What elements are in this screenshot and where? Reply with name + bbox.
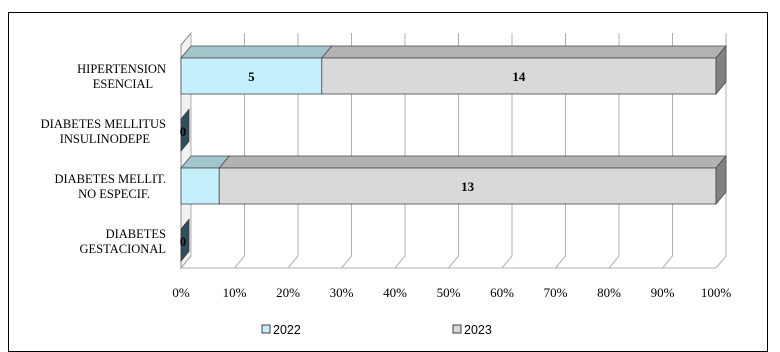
gridline — [715, 33, 727, 269]
legend: 2022 2023 — [261, 323, 492, 337]
category-label: DIABETES MELLIT. NO ESPECIF. — [54, 172, 166, 201]
legend-swatch — [261, 324, 271, 334]
legend-label: 2023 — [464, 323, 492, 337]
data-labels: 5 14 0 13 0 — [180, 69, 526, 249]
x-tick-label: 70% — [544, 285, 568, 300]
x-tick-label: 90% — [651, 285, 675, 300]
gridline — [555, 33, 566, 269]
gridline — [662, 33, 673, 269]
x-tick-label: 0% — [172, 285, 190, 300]
legend-item-2022: 2022 — [261, 323, 301, 337]
gridline — [448, 33, 459, 269]
category-label: HIPERTENSION ESENCIAL — [77, 62, 166, 91]
data-label: 0 — [180, 234, 187, 249]
category-label: DIABETES GESTACIONAL — [80, 227, 167, 256]
bar-empty-3 — [180, 218, 190, 263]
x-axis-tick-labels: 0% 10% 20% 30% 40% 50% 60% 70% 80% 90% 100% — [172, 285, 731, 300]
gridline — [287, 33, 299, 269]
gridlines — [180, 33, 727, 269]
x-tick-label: 20% — [276, 285, 300, 300]
x-tick-label: 40% — [383, 285, 407, 300]
gridline — [501, 33, 513, 269]
x-tick-label: 30% — [330, 285, 354, 300]
data-label: 5 — [248, 69, 255, 84]
gridline — [394, 33, 406, 269]
bars — [180, 44, 727, 263]
bar-segment-2023-2 — [218, 154, 727, 206]
data-label: 14 — [512, 69, 526, 84]
gridline — [341, 33, 352, 269]
bar-empty-1 — [180, 108, 190, 153]
gridline — [234, 33, 245, 269]
data-label: 0 — [180, 124, 187, 139]
legend-swatch — [452, 324, 462, 334]
x-tick-label: 10% — [223, 285, 247, 300]
data-label: 13 — [461, 179, 475, 194]
category-labels: HIPERTENSION ESENCIAL DIABETES MELLITUS INS… — [41, 62, 166, 256]
bar-segment-2022-0 — [180, 45, 333, 95]
gridline — [180, 33, 192, 269]
gridline — [608, 33, 620, 269]
legend-label: 2022 — [273, 323, 301, 337]
x-tick-label: 80% — [597, 285, 621, 300]
x-tick-label: 50% — [437, 285, 461, 300]
legend-item-2023: 2023 — [452, 323, 492, 337]
bar-segment-2023-0 — [320, 44, 727, 96]
x-tick-label: 100% — [701, 285, 732, 300]
x-tick-label: 60% — [490, 285, 514, 300]
category-label: DIABETES MELLITUS INSULINODEPE — [41, 117, 166, 146]
